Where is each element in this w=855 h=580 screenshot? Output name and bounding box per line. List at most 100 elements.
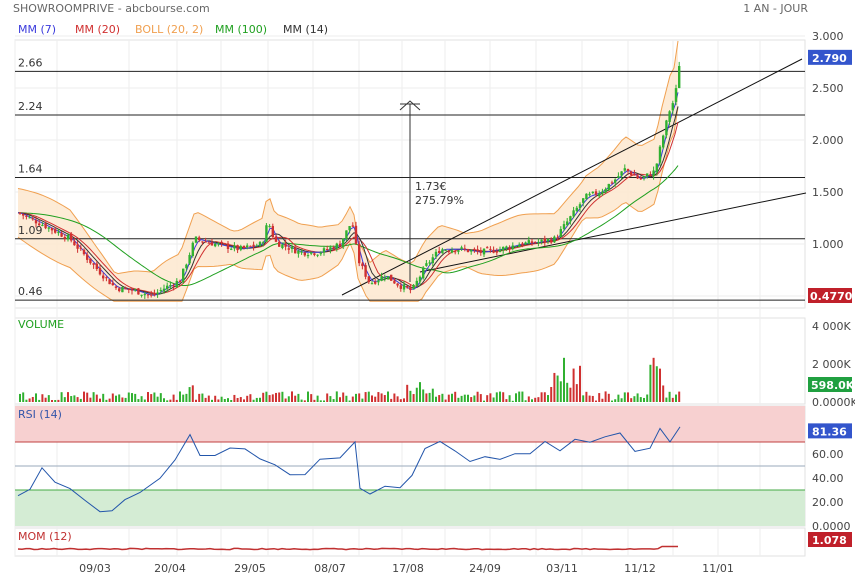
candle-body	[332, 247, 335, 250]
candle-body	[31, 218, 34, 220]
volume-bar	[335, 391, 338, 402]
candle-body	[252, 244, 255, 247]
candle-body	[25, 215, 28, 217]
candle-body	[479, 250, 482, 253]
volume-bar	[339, 397, 341, 402]
candle-body	[79, 247, 82, 249]
candle-body	[306, 255, 310, 257]
candle-body	[428, 262, 431, 264]
volume-bar	[367, 391, 370, 402]
annotation-percent: 275.79%	[415, 194, 464, 207]
candle-body	[226, 243, 230, 249]
volume-bar	[540, 392, 543, 402]
volume-bar	[431, 388, 434, 402]
volume-bar	[572, 368, 575, 402]
volume-bar	[662, 385, 665, 402]
volume-bar	[147, 392, 149, 402]
volume-bar	[361, 398, 364, 402]
volume-bar	[137, 399, 140, 402]
volume-bar	[508, 395, 511, 402]
volume-bar	[521, 391, 524, 402]
volume-bar	[31, 396, 34, 402]
volume-bar	[355, 393, 357, 402]
volume-bar	[419, 382, 421, 402]
volume-bar	[179, 391, 181, 402]
volume-bar	[406, 384, 409, 402]
volume-bar	[534, 397, 537, 402]
volume-bar	[51, 400, 53, 402]
candle-body	[668, 111, 671, 122]
mom-badge-text: 1.078	[812, 534, 847, 547]
candle-body	[246, 245, 249, 248]
candle-body	[310, 252, 313, 254]
candle-body	[172, 285, 175, 287]
volume-bar	[387, 391, 389, 402]
volume-bar	[342, 392, 345, 402]
volume-bar	[537, 397, 540, 402]
candle-body	[18, 212, 22, 214]
volume-bar	[25, 399, 28, 402]
volume-bar	[611, 400, 613, 402]
candle-body	[505, 246, 508, 249]
volume-bar	[38, 399, 41, 402]
volume-bar	[111, 393, 114, 402]
candle-body	[108, 279, 111, 285]
candle-body	[188, 254, 191, 264]
candle-body	[217, 243, 220, 245]
candle-body	[367, 276, 370, 283]
candle-body	[290, 246, 294, 249]
level-label-0: 2.66	[18, 56, 43, 69]
candle-body	[566, 221, 569, 226]
volume-bar	[156, 396, 159, 402]
volume-bar	[227, 398, 229, 402]
candle-body	[591, 191, 594, 193]
volume-bar	[460, 395, 463, 402]
candle-body	[550, 239, 553, 243]
candle-body	[284, 243, 287, 247]
volume-bar	[377, 392, 380, 402]
candle-body	[358, 244, 361, 264]
volume-bar	[316, 395, 319, 402]
volume-bar	[470, 397, 473, 402]
candle-body	[562, 224, 566, 230]
volume-bar	[243, 399, 245, 402]
volume-bar	[108, 398, 111, 402]
volume-bar	[207, 395, 210, 402]
volume-bar	[159, 393, 162, 402]
volume-bar	[358, 393, 361, 402]
candle-body	[287, 248, 290, 250]
rsi-title: RSI (14)	[18, 408, 62, 421]
candle-body	[319, 253, 322, 255]
candle-body	[201, 241, 204, 243]
candle-body	[233, 245, 236, 249]
candle-body	[636, 175, 639, 179]
volume-bar	[467, 394, 469, 402]
volume-bar	[364, 392, 367, 402]
volume-bar	[457, 397, 460, 402]
candle-body	[575, 207, 578, 212]
volume-bar	[591, 395, 594, 402]
candle-body	[326, 248, 329, 250]
candle-body	[143, 294, 146, 296]
volume-bar	[451, 393, 453, 402]
volume-bar	[655, 366, 658, 402]
candle-body	[418, 276, 422, 282]
candle-body	[534, 241, 537, 243]
candle-body	[556, 237, 559, 239]
volume-bar	[169, 399, 172, 402]
volume-bar	[547, 395, 549, 402]
candle-body	[639, 177, 642, 180]
candle-body	[300, 251, 303, 253]
volume-bar	[236, 397, 239, 402]
candle-body	[153, 293, 156, 295]
volume-bar	[399, 399, 402, 402]
candle-body	[198, 237, 201, 240]
volume-bar	[105, 399, 108, 402]
volume-bar	[588, 395, 591, 402]
candle-body	[540, 239, 543, 242]
volume-bar	[425, 393, 428, 402]
candle-body	[182, 268, 185, 283]
candle-body	[303, 252, 306, 256]
candle-body	[470, 250, 473, 252]
